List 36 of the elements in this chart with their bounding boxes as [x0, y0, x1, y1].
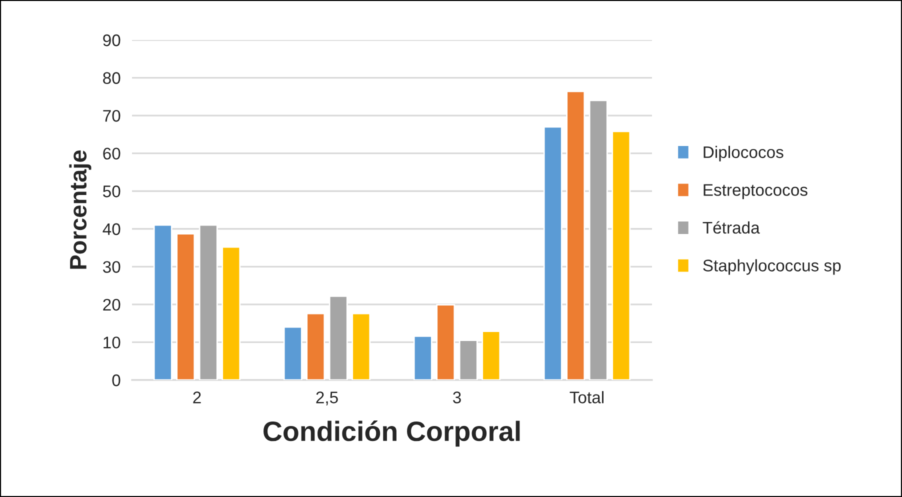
x-tick-label: 2 [193, 392, 201, 404]
legend-label: Tétrada [702, 221, 760, 234]
y-tick-label: 40 [102, 223, 120, 236]
bar [413, 335, 432, 380]
bar [328, 295, 348, 380]
y-tick-label: 80 [103, 72, 120, 84]
legend-label: Diplococos [704, 146, 784, 162]
bar [588, 100, 608, 380]
y-tick-label: 90 [103, 34, 120, 46]
x-tick-label: 2,5 [316, 392, 338, 406]
legend-label: Estreptococos [704, 184, 808, 200]
y-tick-label: 60 [103, 148, 120, 160]
bar [306, 312, 326, 380]
y-axis-title: Porcentaje [69, 150, 92, 269]
bar [352, 312, 371, 380]
x-axis-title: Condición Corporal [264, 420, 520, 447]
bar [482, 330, 501, 380]
bar [198, 224, 218, 380]
bar [612, 130, 631, 380]
legend-label: Staphylococcus sp [703, 259, 841, 275]
x-tick-label: 3 [453, 392, 461, 404]
y-tick-label: 20 [103, 298, 120, 311]
bar [543, 126, 562, 380]
bar [153, 224, 172, 380]
y-tick-label: 50 [103, 186, 120, 198]
y-tick-label: 0 [112, 374, 120, 386]
y-tick-label: 30 [102, 261, 120, 273]
bar [176, 233, 196, 380]
bar [566, 90, 586, 380]
y-tick-label: 70 [103, 110, 120, 122]
bar [436, 304, 456, 380]
y-tick-label: 10 [104, 336, 120, 348]
bar [222, 246, 241, 380]
x-tick-label: Total [570, 391, 604, 404]
bar [458, 340, 478, 380]
bar [283, 326, 302, 380]
